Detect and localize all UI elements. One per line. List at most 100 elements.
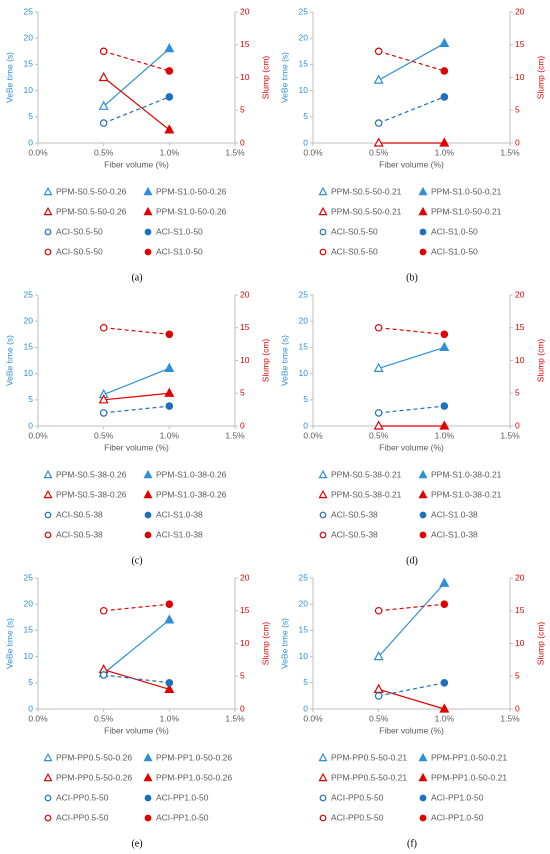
y-tick-label: 10 [299, 85, 309, 95]
legend-label: PPM-PP1.0-50-0.21 [431, 752, 507, 762]
data-point [374, 606, 383, 615]
y2-tick-label: 20 [240, 572, 250, 582]
x-tick-label: 0.0% [28, 430, 48, 440]
y-tick-label: 0 [303, 420, 308, 430]
legend-label: PPM-S0.5-50-0.26 [56, 186, 127, 196]
data-point [439, 420, 450, 430]
y2-tick-label: 15 [240, 605, 250, 615]
series-line [378, 346, 445, 369]
data-point [373, 650, 384, 661]
data-point [373, 362, 384, 372]
data-point [440, 678, 449, 687]
y-tick-label: 10 [299, 368, 309, 378]
legend-marker [44, 814, 52, 822]
legend-label: ACI-PP1.0-50 [156, 792, 209, 802]
data-point [99, 606, 108, 615]
data-point [165, 93, 174, 101]
x-tick-label: 0.5% [94, 430, 114, 440]
legend-marker [319, 228, 327, 236]
data-point [99, 47, 108, 56]
series-line [103, 669, 170, 690]
data-point [99, 323, 108, 332]
legend-marker [318, 489, 328, 499]
data-point [374, 119, 383, 127]
data-point [98, 71, 109, 82]
dashed-line [103, 96, 170, 124]
y-tick-label: 25 [299, 572, 309, 582]
y-tick-label: 0 [28, 703, 33, 713]
y2-tick-label: 10 [240, 638, 250, 648]
legend-marker [418, 469, 428, 479]
data-point [98, 394, 109, 404]
data-point [440, 67, 449, 75]
x-tick-label: 1.0% [435, 430, 455, 440]
legend-label: PPM-S0.5-50-0.21 [331, 186, 402, 196]
y-tick-label: 10 [24, 368, 34, 378]
panel: 0 5 10 15 20 25 0 5 10 15 20 0.0% 0.5% 1.0% 1.5% Fiber … [4, 289, 270, 566]
panel: 0 5 10 15 20 25 0 5 10 15 20 0.0% 0.5% 1.0% 1.5% Fiber … [4, 6, 270, 283]
y-axis-title: VeBe time (s) [279, 335, 289, 386]
legend-label: PPM-PP1.0-50-0.26 [156, 772, 232, 782]
data-point [164, 614, 175, 624]
data-point [165, 600, 174, 609]
data-point [165, 402, 174, 410]
legend-label: ACI-PP1.0-50 [431, 812, 484, 822]
panel-caption: (f) [407, 838, 417, 849]
legend-marker [143, 206, 153, 216]
y2-tick-label: 20 [240, 6, 250, 16]
legend-label: ACI-S0.5-50 [331, 246, 378, 256]
y-tick-label: 5 [303, 111, 308, 121]
panel-caption: (c) [131, 555, 142, 566]
y-axis-title: VeBe time (s) [279, 618, 289, 669]
legend-label: ACI-S1.0-50 [156, 226, 203, 236]
data-point [374, 409, 383, 417]
y-tick-label: 5 [28, 677, 33, 687]
y2-tick-label: 20 [515, 6, 525, 16]
data-point [439, 703, 450, 713]
legend-marker [143, 489, 153, 499]
data-point [374, 47, 383, 56]
legend-label: PPM-S0.5-38-0.26 [56, 469, 127, 479]
y-axis-title: VeBe time (s) [4, 335, 14, 386]
y-axis-title: VeBe time (s) [4, 52, 14, 103]
legend-label: PPM-S1.0-38-0.26 [156, 469, 227, 479]
legend-label: ACI-S0.5-38 [331, 529, 378, 539]
series-line [378, 42, 445, 81]
legend-marker [419, 248, 427, 256]
y-tick-label: 5 [28, 111, 33, 121]
legend-marker [318, 752, 328, 762]
legend-marker [419, 794, 427, 802]
x-tick-label: 1.5% [225, 713, 245, 723]
legend-marker [44, 228, 52, 236]
y-tick-label: 15 [24, 625, 34, 635]
y2-tick-label: 15 [240, 39, 250, 49]
legend-marker [318, 772, 328, 782]
data-point [439, 137, 450, 147]
data-point [164, 683, 175, 693]
series-line [103, 367, 170, 396]
legend-marker [144, 814, 152, 822]
legend-label: PPM-S1.0-50-0.26 [156, 186, 227, 196]
y-tick-label: 0 [28, 137, 33, 147]
legend-marker [43, 772, 53, 782]
y-tick-label: 15 [24, 59, 34, 69]
legend-label: PPM-PP0.5-50-0.21 [331, 772, 407, 782]
series-line [103, 619, 170, 674]
y2-axis-title: Slump (cm) [260, 56, 270, 100]
data-point [164, 124, 175, 134]
dashed-line [378, 96, 445, 124]
legend-marker [43, 186, 53, 196]
legend-marker [43, 489, 53, 499]
dashed-line [103, 603, 170, 612]
dashed-line [378, 50, 445, 72]
y2-tick-label: 10 [515, 355, 525, 365]
data-point [373, 683, 384, 693]
y2-tick-label: 5 [240, 388, 245, 398]
y-tick-label: 5 [303, 394, 308, 404]
legend-marker [144, 531, 152, 539]
data-point [99, 119, 108, 127]
y-tick-label: 20 [299, 32, 309, 42]
x-tick-label: 1.0% [160, 147, 180, 157]
legend-label: ACI-PP0.5-50 [56, 812, 109, 822]
legend-label: ACI-S1.0-38 [431, 529, 478, 539]
